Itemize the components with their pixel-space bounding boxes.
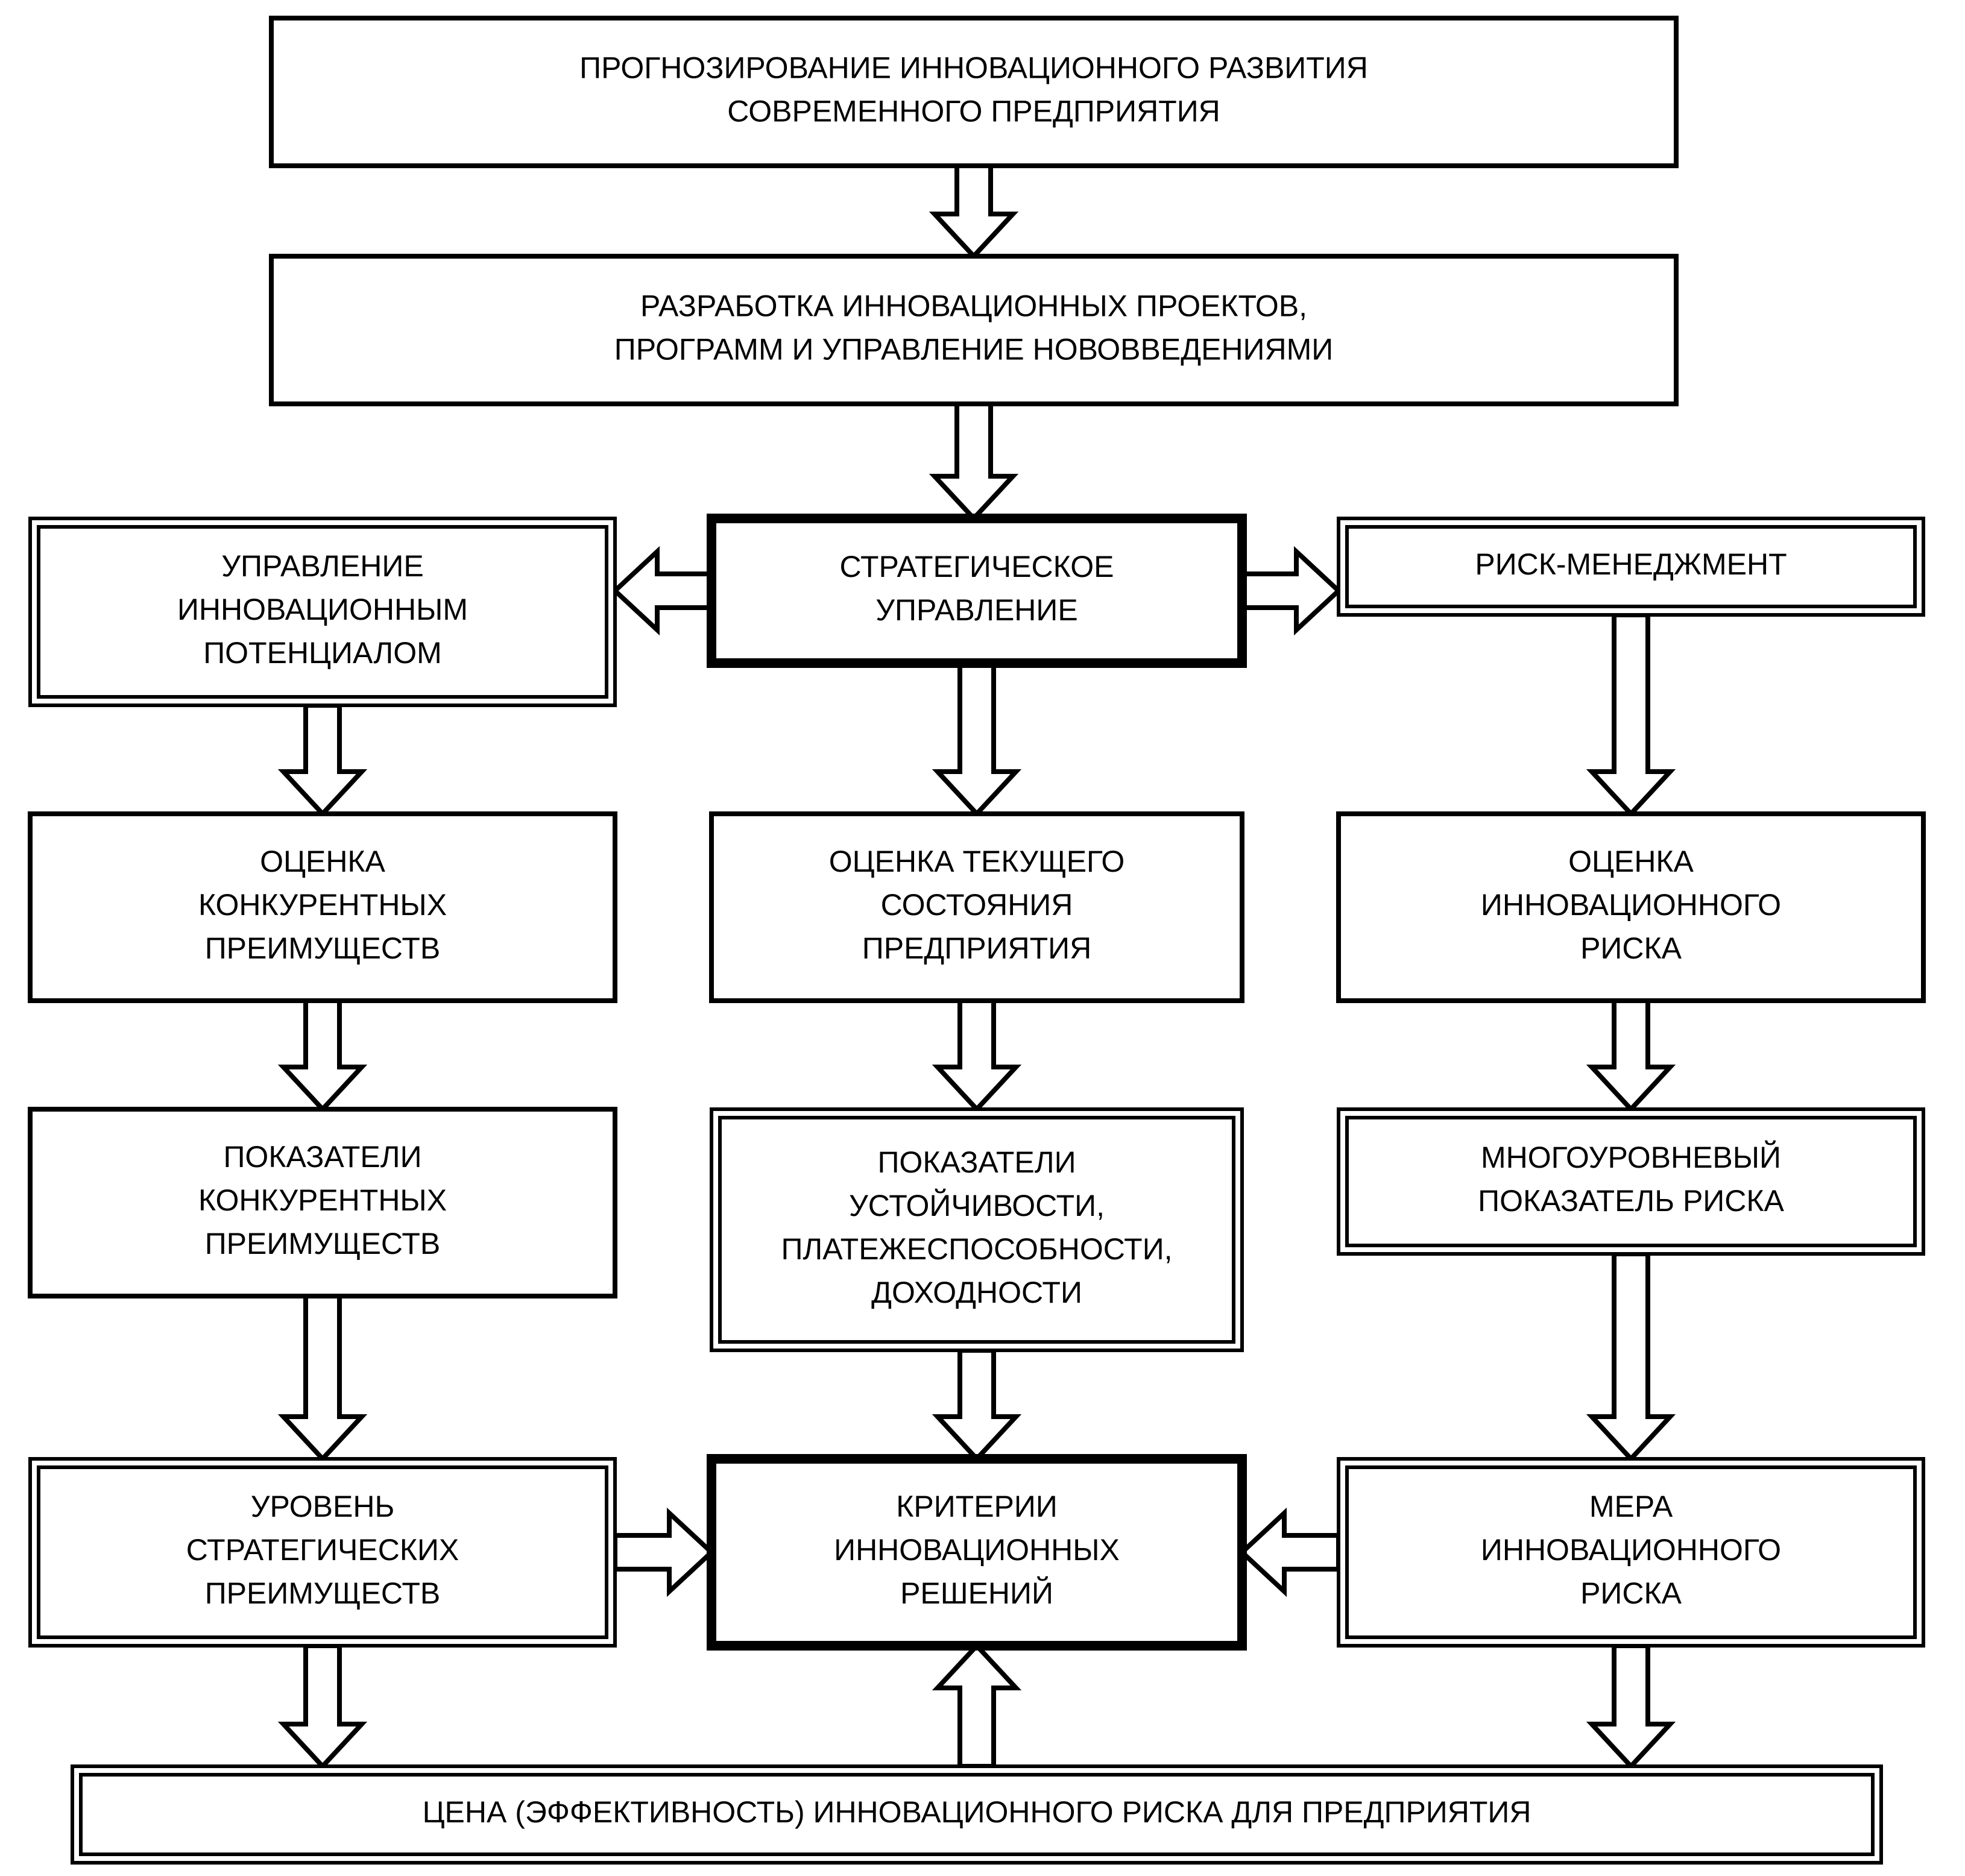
arrow-n10-to-n13 xyxy=(938,1350,1016,1459)
node-n8-line-1: ИННОВАЦИОННОГО xyxy=(1481,888,1781,922)
arrow-n7-to-n10 xyxy=(938,1001,1016,1109)
node-n7: ОЦЕНКА ТЕКУЩЕГО СОСТОЯНИЯ ПРЕДПРИЯТИЯ xyxy=(711,814,1242,1001)
node-n9-line-0: ПОКАЗАТЕЛИ xyxy=(223,1140,421,1174)
node-n15-line-0: ЦЕНА (ЭФФЕКТИВНОСТЬ) ИННОВАЦИОННОГО РИСК… xyxy=(423,1795,1531,1829)
node-n3-line-2: ПОТЕНЦИАЛОМ xyxy=(203,636,442,670)
node-n6-line-1: КОНКУРЕНТНЫХ xyxy=(198,888,447,922)
node-n10-line-1: УСТОЙЧИВОСТИ, xyxy=(849,1188,1105,1223)
node-n13-line-0: КРИТЕРИИ xyxy=(896,1490,1058,1523)
node-n14-line-1: ИННОВАЦИОННОГО xyxy=(1481,1533,1781,1567)
node-n5: РИСК-МЕНЕДЖМЕНТ xyxy=(1339,518,1923,615)
node-n6: ОЦЕНКА КОНКУРЕНТНЫХ ПРЕИМУЩЕСТВ xyxy=(30,814,615,1001)
node-n14-line-2: РИСКА xyxy=(1580,1576,1682,1610)
node-n10-line-2: ПЛАТЕЖЕСПОСОБНОСТИ, xyxy=(781,1232,1172,1266)
arrow-n12-to-n13 xyxy=(615,1513,711,1591)
arrow-n14-to-n15 xyxy=(1592,1646,1670,1766)
node-n12-line-0: УРОВЕНЬ xyxy=(251,1490,395,1523)
arrow-n1-to-n2 xyxy=(935,166,1013,256)
node-n11: МНОГОУРОВНЕВЫЙ ПОКАЗАТЕЛЬ РИСКА xyxy=(1339,1109,1923,1254)
node-n9-line-2: ПРЕИМУЩЕСТВ xyxy=(205,1227,441,1261)
node-n4: СТРАТЕГИЧЕСКОЕ УПРАВЛЕНИЕ xyxy=(711,518,1242,663)
node-n2-line-1: ПРОГРАММ И УПРАВЛЕНИЕ НОВОВВЕДЕНИЯМИ xyxy=(614,333,1333,367)
node-n12: УРОВЕНЬ СТРАТЕГИЧЕСКИХ ПРЕИМУЩЕСТВ xyxy=(30,1459,615,1646)
node-n8-line-0: ОЦЕНКА xyxy=(1568,845,1694,878)
node-n13-line-2: РЕШЕНИЙ xyxy=(900,1576,1053,1610)
node-n14: МЕРА ИННОВАЦИОННОГО РИСКА xyxy=(1339,1459,1923,1646)
node-n4-line-1: УПРАВЛЕНИЕ xyxy=(875,593,1077,627)
arrow-n12-to-n15 xyxy=(283,1646,362,1766)
arrow-n11-to-n14 xyxy=(1592,1254,1670,1459)
arrow-n6-to-n9 xyxy=(283,1001,362,1109)
node-n14-line-0: МЕРА xyxy=(1589,1490,1673,1523)
node-n9-line-1: КОНКУРЕНТНЫХ xyxy=(198,1183,447,1217)
node-n1: ПРОГНОЗИРОВАНИЕ ИННОВАЦИОННОГО РАЗВИТИЯ С… xyxy=(271,18,1676,166)
arrow-n2-to-n4 xyxy=(935,404,1013,518)
node-n1-line-1: СОВРЕМЕННОГО ПРЕДПРИЯТИЯ xyxy=(727,95,1220,128)
node-n6-line-2: ПРЕИМУЩЕСТВ xyxy=(205,931,441,965)
node-n12-line-2: ПРЕИМУЩЕСТВ xyxy=(205,1576,441,1610)
node-n11-line-0: МНОГОУРОВНЕВЫЙ xyxy=(1481,1140,1781,1174)
node-n3-line-0: УПРАВЛЕНИЕ xyxy=(221,549,423,583)
arrow-n15-to-n13 xyxy=(938,1646,1016,1766)
node-n5-line-0: РИСК-МЕНЕДЖМЕНТ xyxy=(1475,547,1787,581)
node-n2-line-0: РАЗРАБОТКА ИННОВАЦИОННЫХ ПРОЕКТОВ, xyxy=(640,289,1307,323)
node-n3-line-1: ИННОВАЦИОННЫМ xyxy=(177,593,468,626)
node-n10-line-0: ПОКАЗАТЕЛИ xyxy=(877,1145,1076,1179)
node-n4-line-0: СТРАТЕГИЧЕСКОЕ xyxy=(840,550,1114,584)
node-n8: ОЦЕНКА ИННОВАЦИОННОГО РИСКА xyxy=(1339,814,1923,1001)
node-n8-line-2: РИСКА xyxy=(1580,931,1682,965)
node-n13: КРИТЕРИИ ИННОВАЦИОННЫХ РЕШЕНИЙ xyxy=(711,1459,1242,1646)
node-n6-line-0: ОЦЕНКА xyxy=(260,845,385,878)
node-n10-line-3: ДОХОДНОСТИ xyxy=(871,1276,1082,1309)
node-n12-line-1: СТРАТЕГИЧЕСКИХ xyxy=(186,1533,459,1567)
arrow-n4-to-n3 xyxy=(615,552,711,630)
node-n7-line-1: СОСТОЯНИЯ xyxy=(881,888,1073,922)
node-n2: РАЗРАБОТКА ИННОВАЦИОННЫХ ПРОЕКТОВ, ПРОГРА… xyxy=(271,256,1676,404)
arrow-n9-to-n12 xyxy=(283,1296,362,1459)
node-n7-line-2: ПРЕДПРИЯТИЯ xyxy=(862,931,1091,965)
node-n15: ЦЕНА (ЭФФЕКТИВНОСТЬ) ИННОВАЦИОННОГО РИСК… xyxy=(72,1766,1881,1863)
arrow-n8-to-n11 xyxy=(1592,1001,1670,1109)
arrow-n14-to-n13 xyxy=(1242,1513,1339,1591)
arrow-n3-to-n6 xyxy=(283,705,362,814)
node-n9: ПОКАЗАТЕЛИ КОНКУРЕНТНЫХ ПРЕИМУЩЕСТВ xyxy=(30,1109,615,1296)
flowchart-canvas: ПРОГНОЗИРОВАНИЕ ИННОВАЦИОННОГО РАЗВИТИЯ С… xyxy=(0,0,1965,1876)
node-n13-line-1: ИННОВАЦИОННЫХ xyxy=(834,1533,1120,1567)
node-n3: УПРАВЛЕНИЕ ИННОВАЦИОННЫМ ПОТЕНЦИАЛОМ xyxy=(30,518,615,705)
arrow-n4-to-n5 xyxy=(1242,552,1339,630)
node-n10: ПОКАЗАТЕЛИ УСТОЙЧИВОСТИ, ПЛАТЕЖЕСПОСОБНОСТ… xyxy=(711,1109,1242,1350)
node-n11-line-1: ПОКАЗАТЕЛЬ РИСКА xyxy=(1478,1184,1784,1218)
arrow-n5-to-n8 xyxy=(1592,615,1670,814)
arrow-n4-to-n7 xyxy=(938,663,1016,814)
node-n7-line-0: ОЦЕНКА ТЕКУЩЕГО xyxy=(829,845,1124,878)
box-layer: ПРОГНОЗИРОВАНИЕ ИННОВАЦИОННОГО РАЗВИТИЯ С… xyxy=(30,18,1923,1863)
node-n1-line-0: ПРОГНОЗИРОВАНИЕ ИННОВАЦИОННОГО РАЗВИТИЯ xyxy=(579,51,1368,85)
